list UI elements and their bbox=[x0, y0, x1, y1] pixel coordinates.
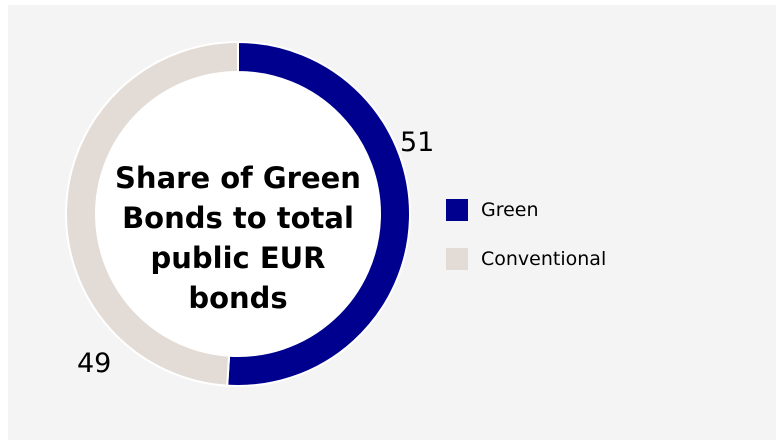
chart-title-line-3: public EUR bbox=[150, 241, 326, 275]
legend-label-conventional: Conventional bbox=[481, 248, 607, 270]
chart-title-line-1: Share of Green bbox=[115, 161, 361, 195]
donut-hole bbox=[96, 72, 380, 356]
data-label-conventional: 49 bbox=[77, 348, 112, 379]
legend-swatch-green bbox=[446, 199, 468, 221]
legend-item-green[interactable]: Green bbox=[446, 197, 606, 223]
legend: Green Conventional bbox=[446, 197, 606, 295]
legend-label-green: Green bbox=[481, 199, 539, 221]
data-label-green: 51 bbox=[400, 127, 435, 158]
chart-title: Share of Green Bonds to total public EUR… bbox=[98, 158, 378, 318]
legend-swatch-conventional bbox=[446, 248, 468, 270]
chart-title-line-2: Bonds to total bbox=[122, 201, 354, 235]
legend-item-conventional[interactable]: Conventional bbox=[446, 246, 606, 272]
chart-title-line-4: bonds bbox=[188, 281, 288, 315]
